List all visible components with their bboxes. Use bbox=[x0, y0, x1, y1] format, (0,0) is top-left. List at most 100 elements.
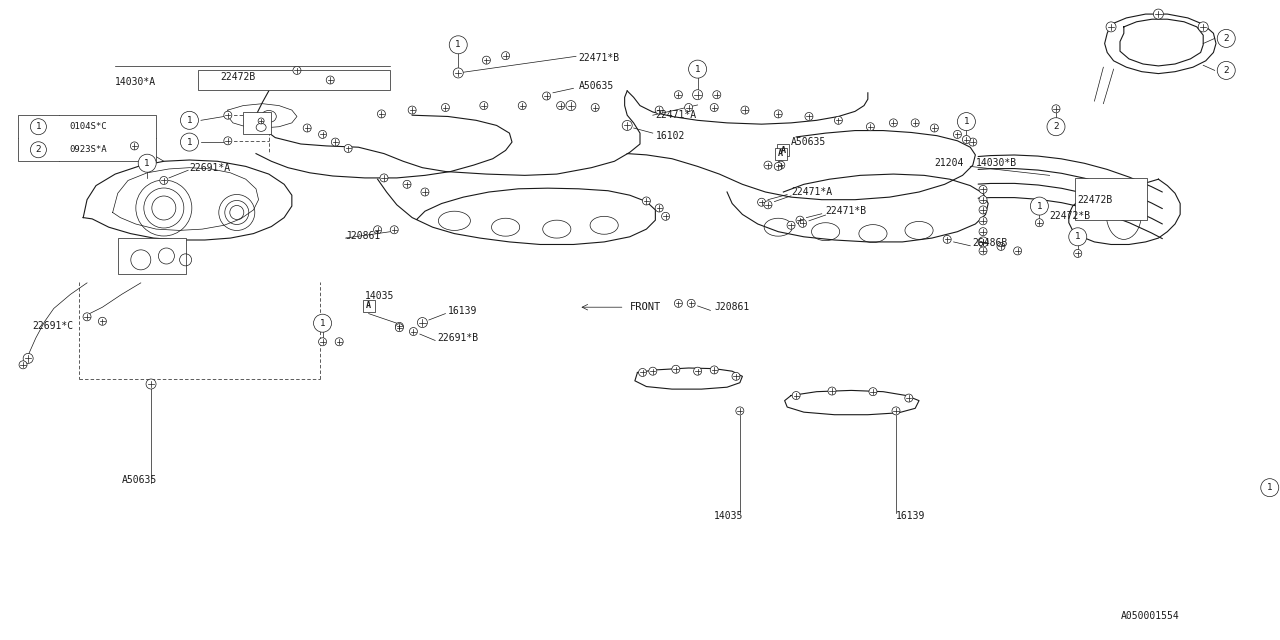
Circle shape bbox=[1047, 118, 1065, 136]
Circle shape bbox=[758, 198, 765, 206]
Text: 1: 1 bbox=[964, 117, 969, 126]
Circle shape bbox=[442, 104, 449, 111]
Circle shape bbox=[867, 123, 874, 131]
Text: 16102: 16102 bbox=[655, 131, 685, 141]
Circle shape bbox=[131, 142, 138, 150]
Text: J20861: J20861 bbox=[346, 230, 381, 241]
Circle shape bbox=[421, 188, 429, 196]
Circle shape bbox=[792, 392, 800, 399]
Circle shape bbox=[911, 119, 919, 127]
Circle shape bbox=[774, 163, 782, 170]
Circle shape bbox=[483, 56, 490, 64]
Circle shape bbox=[480, 102, 488, 109]
Circle shape bbox=[224, 111, 232, 119]
Circle shape bbox=[931, 124, 938, 132]
Circle shape bbox=[672, 365, 680, 373]
Text: 1: 1 bbox=[36, 122, 41, 131]
Text: FRONT: FRONT bbox=[630, 302, 660, 312]
Circle shape bbox=[655, 106, 663, 114]
Text: 1: 1 bbox=[456, 40, 461, 49]
Circle shape bbox=[963, 136, 970, 143]
Circle shape bbox=[710, 104, 718, 111]
Circle shape bbox=[890, 119, 897, 127]
Text: A50635: A50635 bbox=[791, 137, 827, 147]
Circle shape bbox=[403, 180, 411, 188]
Circle shape bbox=[332, 138, 339, 146]
Circle shape bbox=[689, 60, 707, 78]
Circle shape bbox=[764, 201, 772, 209]
Circle shape bbox=[736, 407, 744, 415]
Circle shape bbox=[692, 90, 703, 100]
Text: 1: 1 bbox=[1075, 232, 1080, 241]
Circle shape bbox=[1074, 250, 1082, 257]
Circle shape bbox=[326, 76, 334, 84]
Circle shape bbox=[954, 131, 961, 138]
Text: A: A bbox=[366, 301, 371, 310]
Circle shape bbox=[774, 110, 782, 118]
Text: 22471*B: 22471*B bbox=[579, 52, 620, 63]
Circle shape bbox=[943, 236, 951, 243]
Circle shape bbox=[449, 36, 467, 54]
Circle shape bbox=[796, 216, 804, 224]
Circle shape bbox=[335, 338, 343, 346]
Bar bbox=[1075, 177, 1147, 220]
Circle shape bbox=[31, 119, 46, 135]
Circle shape bbox=[655, 204, 663, 212]
Circle shape bbox=[787, 221, 795, 229]
Circle shape bbox=[180, 133, 198, 151]
Circle shape bbox=[649, 367, 657, 375]
Circle shape bbox=[380, 174, 388, 182]
Text: 22471*B: 22471*B bbox=[826, 206, 867, 216]
Bar bbox=[18, 115, 156, 161]
Text: 14030*A: 14030*A bbox=[115, 77, 156, 87]
Circle shape bbox=[979, 247, 987, 255]
Circle shape bbox=[1069, 228, 1087, 246]
Circle shape bbox=[378, 110, 385, 118]
Text: 0104S*C: 0104S*C bbox=[69, 122, 106, 131]
Circle shape bbox=[557, 102, 564, 109]
Circle shape bbox=[969, 138, 977, 146]
Circle shape bbox=[979, 228, 987, 236]
Circle shape bbox=[303, 124, 311, 132]
Circle shape bbox=[344, 145, 352, 152]
Circle shape bbox=[19, 361, 27, 369]
Circle shape bbox=[805, 113, 813, 120]
Circle shape bbox=[591, 104, 599, 111]
Circle shape bbox=[259, 118, 264, 124]
Circle shape bbox=[675, 300, 682, 307]
Circle shape bbox=[410, 328, 417, 335]
Circle shape bbox=[979, 238, 987, 246]
Text: 2: 2 bbox=[1224, 66, 1229, 75]
Circle shape bbox=[764, 161, 772, 169]
Text: A50635: A50635 bbox=[579, 81, 614, 91]
Text: 26486B: 26486B bbox=[973, 238, 1009, 248]
Circle shape bbox=[710, 366, 718, 374]
Circle shape bbox=[1052, 105, 1060, 113]
Circle shape bbox=[1030, 197, 1048, 215]
Text: 22691*B: 22691*B bbox=[438, 333, 479, 343]
Circle shape bbox=[1153, 9, 1164, 19]
Circle shape bbox=[138, 154, 156, 172]
Circle shape bbox=[997, 243, 1005, 250]
Circle shape bbox=[1198, 22, 1208, 32]
Circle shape bbox=[180, 111, 198, 129]
Circle shape bbox=[869, 388, 877, 396]
Circle shape bbox=[83, 313, 91, 321]
Circle shape bbox=[979, 196, 987, 204]
Circle shape bbox=[957, 113, 975, 131]
Circle shape bbox=[408, 106, 416, 114]
Text: 1: 1 bbox=[187, 116, 192, 125]
Circle shape bbox=[687, 300, 695, 307]
Circle shape bbox=[224, 137, 232, 145]
Circle shape bbox=[694, 367, 701, 375]
Circle shape bbox=[396, 323, 403, 330]
Text: 2: 2 bbox=[1224, 34, 1229, 43]
Circle shape bbox=[979, 206, 987, 214]
Circle shape bbox=[518, 102, 526, 109]
Text: 22471*A: 22471*A bbox=[791, 187, 832, 197]
Text: 22471*A: 22471*A bbox=[655, 110, 696, 120]
Circle shape bbox=[979, 186, 987, 193]
Text: 14035: 14035 bbox=[365, 291, 394, 301]
Circle shape bbox=[146, 379, 156, 389]
Circle shape bbox=[905, 394, 913, 402]
